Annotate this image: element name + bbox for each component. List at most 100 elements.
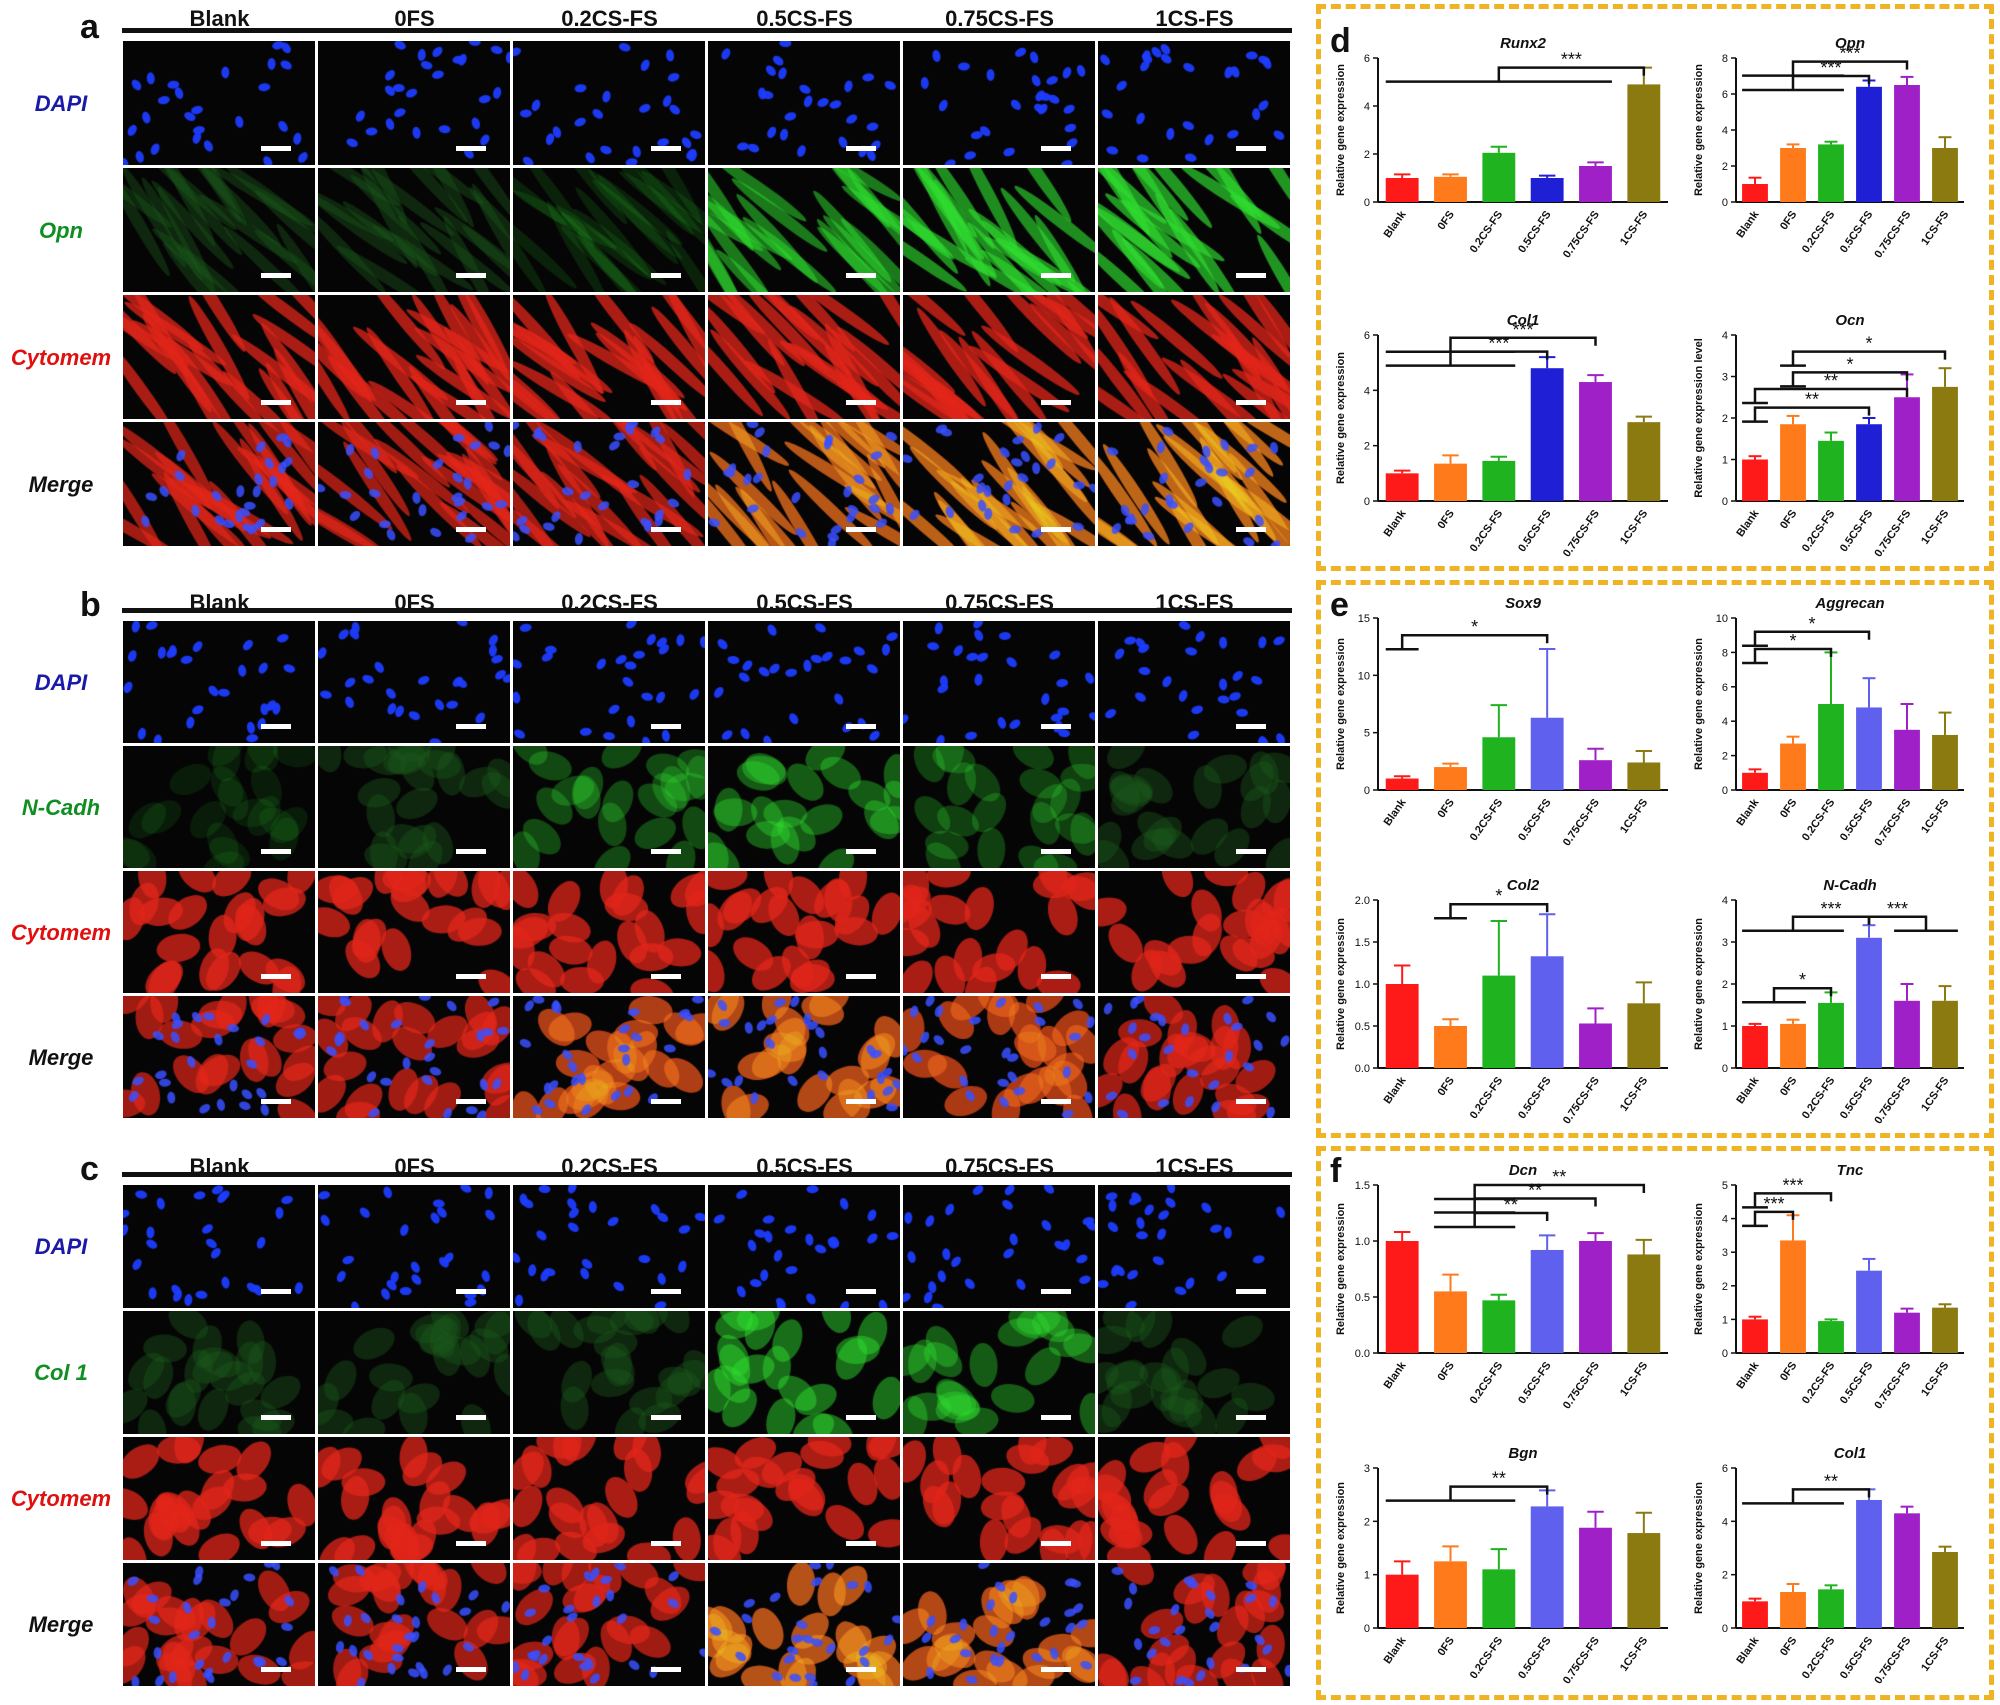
scale-bar [846,1099,876,1104]
micrograph-image [1098,1437,1290,1560]
scale-bar [846,724,876,729]
micrograph-image [1098,1563,1290,1686]
micrograph-cell [708,746,900,868]
micrograph-image [708,1311,900,1434]
micrograph-image [1098,746,1290,868]
micrograph-image [708,996,900,1118]
micrograph-image [903,1311,1095,1434]
micrograph-cell [1098,1563,1290,1686]
micrograph-image [123,1311,315,1434]
scale-bar [651,146,681,151]
micrograph-image [513,295,705,419]
panel-letter-a: a [80,8,99,46]
micrograph-image [318,1437,510,1560]
scale-bar [651,1541,681,1546]
scale-bar [846,849,876,854]
chart-panel-d-frame [1316,4,1994,571]
row-label: Merge [28,1612,94,1637]
scale-bar [456,849,486,854]
micrograph-image [513,1311,705,1434]
micrograph-cell [903,996,1095,1118]
micrograph-cell [903,168,1095,292]
scale-bar [456,1415,486,1420]
micrograph-cell [318,41,510,165]
micrograph-cell [1098,1437,1290,1560]
micrograph-cell [318,295,510,419]
column-header: 0FS [394,6,435,31]
micrograph-image [123,295,315,419]
micrograph-image [708,1437,900,1560]
micrograph-cell [513,422,705,546]
micrograph-panel-c: Blank 0FS 0.2CS-FS 0.5CS-FS 0.75CS-FS 1CS-FS D… [0,1154,1292,1688]
micrograph-image [708,41,900,165]
micrograph-cell [513,871,705,993]
micrograph-cell [513,168,705,292]
scale-bar [456,1667,486,1672]
micrograph-image [1098,996,1290,1118]
scale-bar [651,400,681,405]
micrograph-image [1098,621,1290,743]
scale-bar [1041,849,1071,854]
scale-bar [846,400,876,405]
micrograph-cell [513,1185,705,1308]
micrograph-image [708,746,900,868]
micrograph-image [903,168,1095,292]
micrograph-image [123,1563,315,1686]
micrograph-cell [123,295,315,419]
scale-bar [456,146,486,151]
scale-bar [261,1667,291,1672]
micrograph-image [513,621,705,743]
panel-letter-c: c [80,1150,99,1188]
micrograph-image [903,746,1095,868]
scale-bar [846,1667,876,1672]
micrograph-cell [513,621,705,743]
micrograph-cell [708,1437,900,1560]
micrograph-image [123,41,315,165]
column-header: 0.75CS-FS [945,6,1054,31]
micrograph-cell [708,295,900,419]
scale-bar [1236,146,1266,151]
scale-bar [261,273,291,278]
column-header: 1CS-FS [1155,6,1234,31]
micrograph-image [1098,871,1290,993]
micrograph-cell [318,996,510,1118]
micrograph-cell [1098,871,1290,993]
scale-bar [846,1289,876,1294]
scale-bar [456,273,486,278]
scale-bar [1041,1099,1071,1104]
micrograph-image [1098,41,1290,165]
micrograph-cell [123,746,315,868]
micrograph-image [318,996,510,1118]
micrograph-cell [513,746,705,868]
scale-bar [261,400,291,405]
micrograph-panel-a: Blank 0FS 0.2CS-FS 0.5CS-FS 0.75CS-FS 1CS-FS D… [0,6,1292,548]
scale-bar [651,849,681,854]
micrograph-cell [708,621,900,743]
scale-bar [261,1415,291,1420]
scale-bar [651,1415,681,1420]
scale-bar [1041,146,1071,151]
micrograph-image [903,996,1095,1118]
scale-bar [1236,1099,1266,1104]
micrograph-cell [708,1311,900,1434]
micrograph-cell [1098,1311,1290,1434]
scale-bar [456,1289,486,1294]
micrograph-image [513,1437,705,1560]
micrograph-image [318,1185,510,1308]
micrograph-image [708,1185,900,1308]
micrograph-image [513,168,705,292]
micrograph-image [903,422,1095,546]
scale-bar [1236,400,1266,405]
micrograph-image [123,422,315,546]
scale-bar [456,1099,486,1104]
scale-bar [1041,400,1071,405]
scale-bar [846,273,876,278]
micrograph-cell [903,746,1095,868]
scale-bar [846,146,876,151]
micrograph-cell [708,996,900,1118]
row-label: Merge [28,1044,94,1070]
scale-bar [1236,1667,1266,1672]
scale-bar [456,974,486,979]
scale-bar [1041,1667,1071,1672]
